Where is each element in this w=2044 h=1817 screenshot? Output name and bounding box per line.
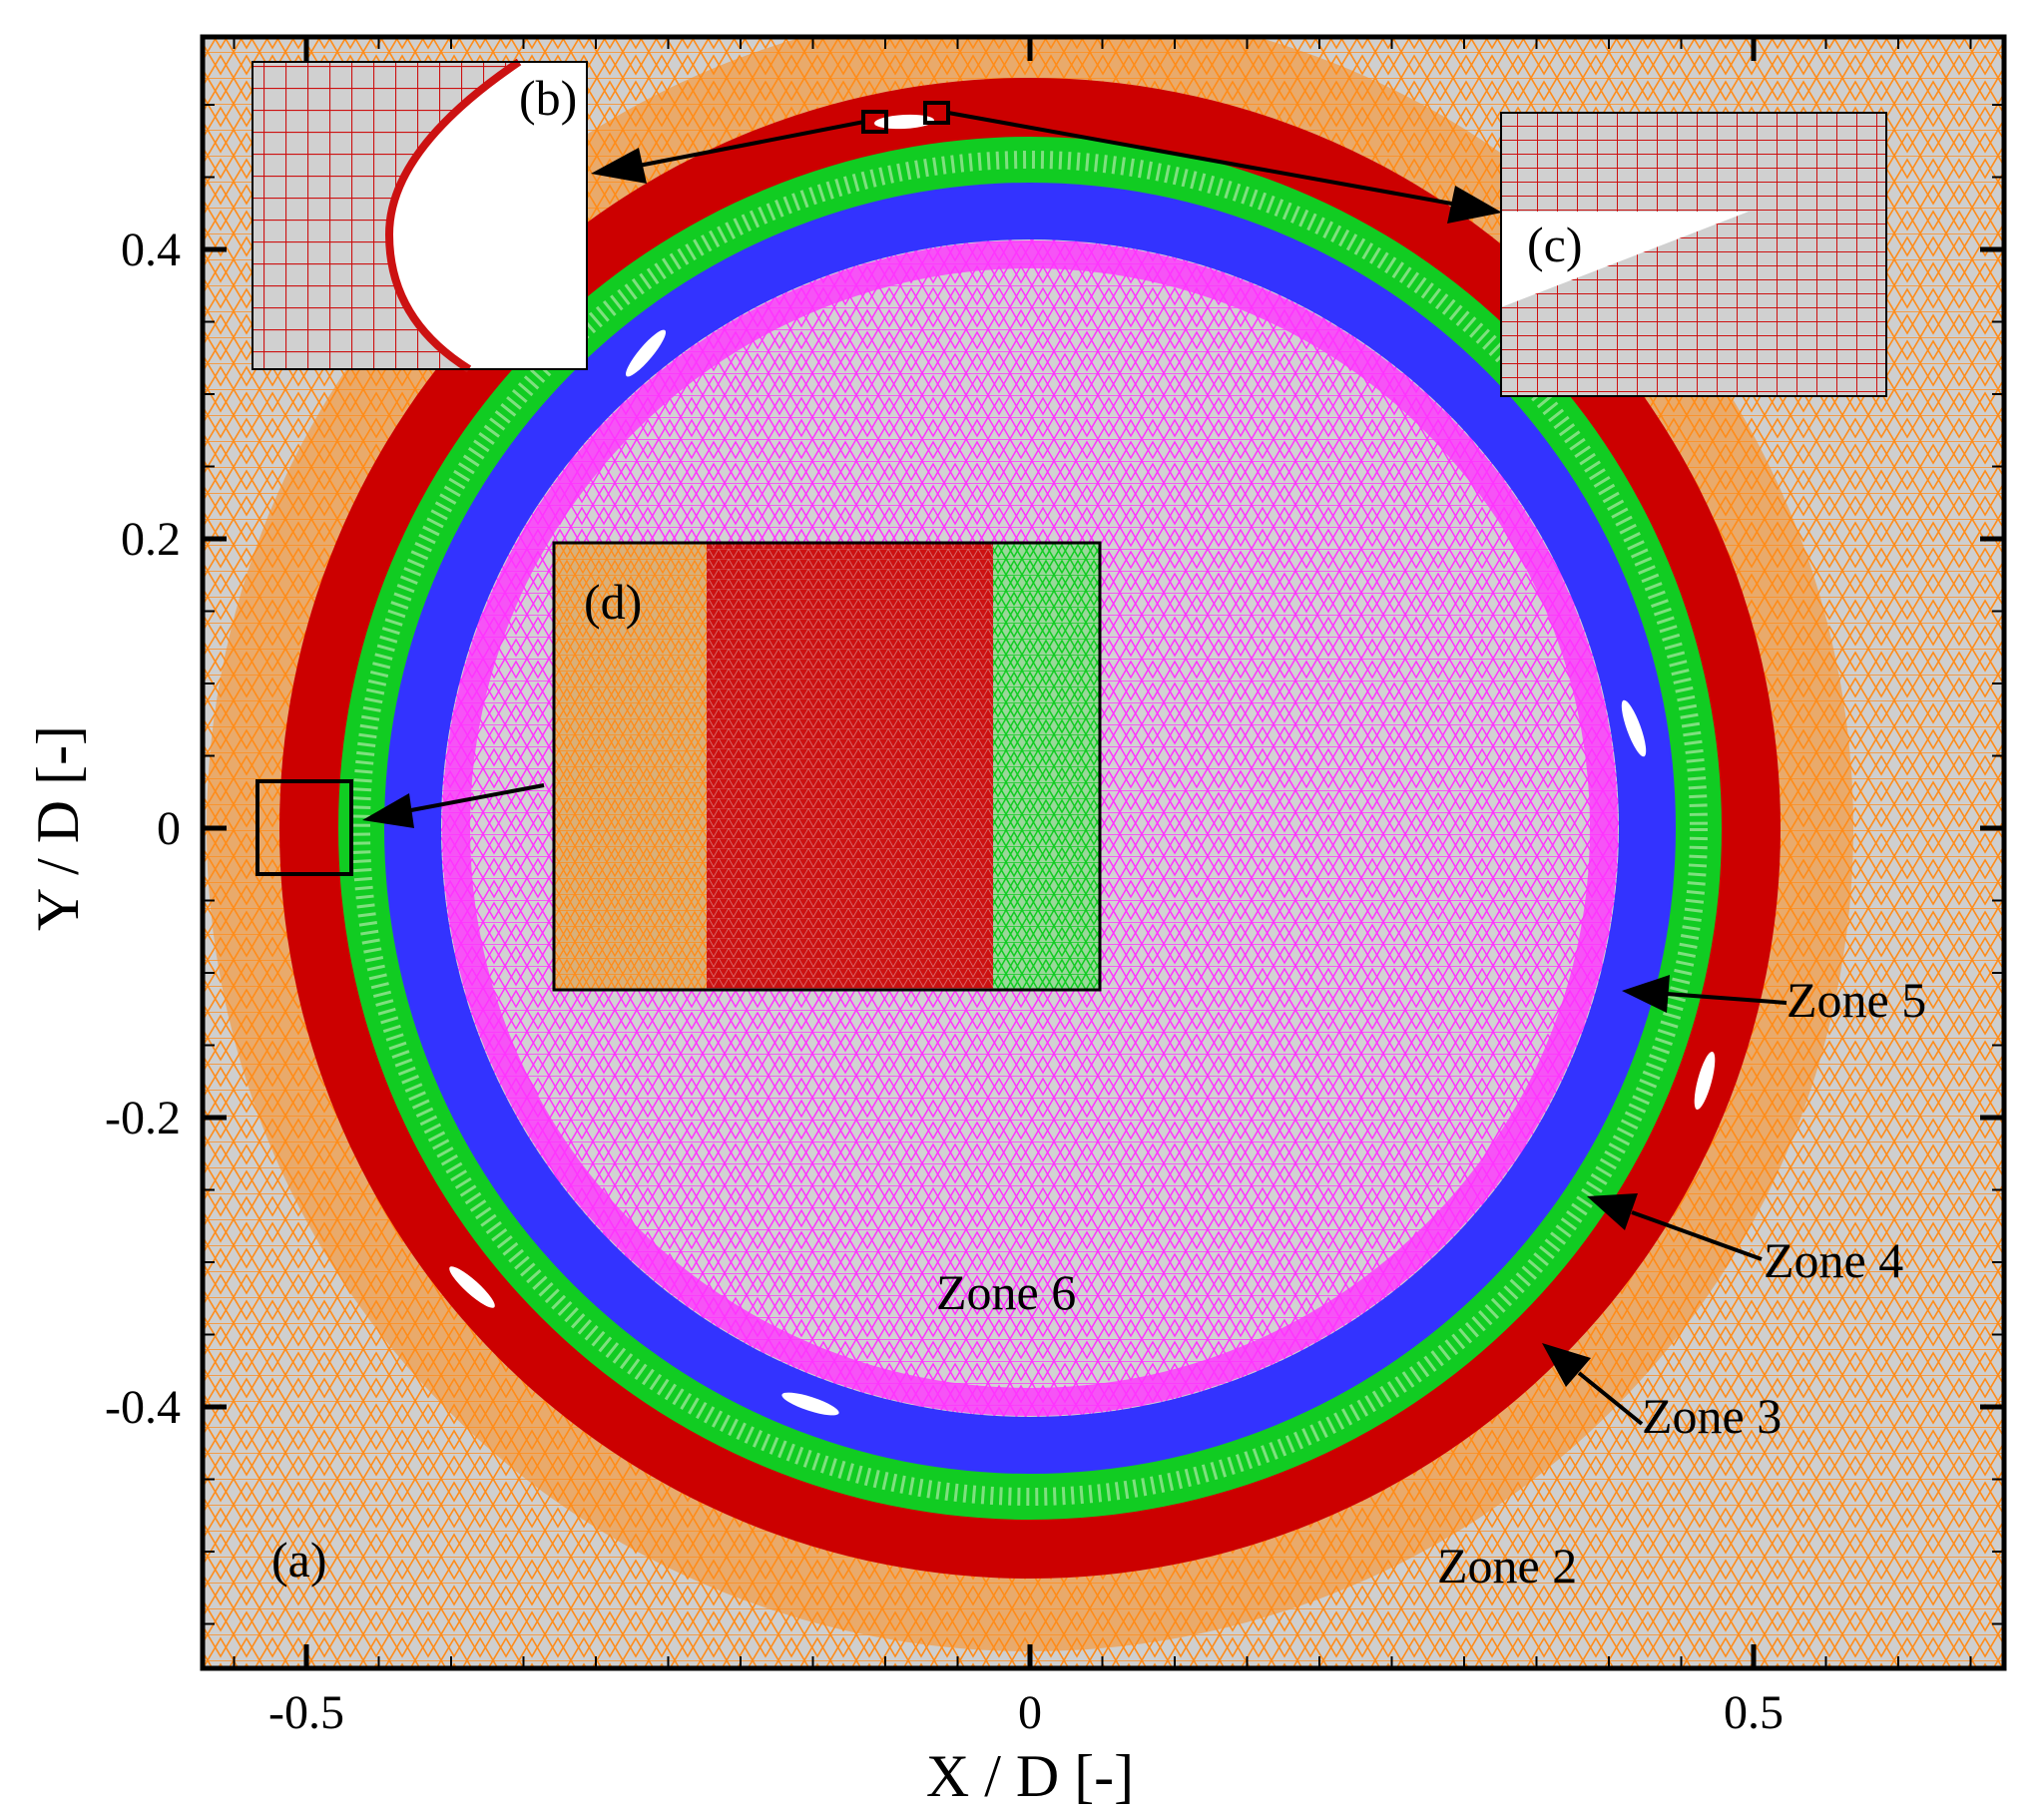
blade-upper-left [625, 329, 667, 377]
annotation-arrows [362, 111, 1788, 1426]
inset-b [252, 58, 588, 373]
panel-label-c: (c) [1527, 217, 1583, 272]
zone6-label: Zone 6 [936, 1264, 1076, 1320]
axis-ticks: -0.5 0 0.5 0.4 0.2 0 -0.2 -0.4 [105, 37, 2004, 1739]
y-tick-label: 0.4 [121, 224, 181, 276]
y-tick-label: -0.4 [105, 1381, 181, 1434]
inset-d [552, 541, 1102, 992]
blade-bottom [781, 1392, 839, 1416]
blade-lower-left [449, 1266, 495, 1308]
x-tick-label: 0.5 [1724, 1686, 1784, 1739]
zone4-label: Zone 4 [1764, 1232, 1903, 1288]
x-tick-label: 0 [1018, 1686, 1042, 1739]
y-tick-label: -0.2 [105, 1092, 181, 1144]
x-axis-title: X / D [-] [926, 1743, 1134, 1809]
zone4-inner-mesh [352, 151, 1708, 1506]
y-tick-label: 0.2 [121, 513, 181, 566]
blade-top [874, 114, 934, 130]
y-tick-label: 0 [157, 802, 181, 855]
panel-label-a: (a) [271, 1532, 327, 1588]
inset-c [1500, 112, 1887, 397]
zone3-label: Zone 3 [1642, 1388, 1782, 1444]
panel-label-d: (d) [584, 574, 642, 630]
x-tick-label: -0.5 [268, 1686, 344, 1739]
panel-label-b: (b) [519, 70, 577, 126]
inset-d-marker [256, 779, 353, 876]
zone2-label: Zone 2 [1437, 1538, 1577, 1593]
blade-lower-right [1694, 1051, 1716, 1111]
y-axis-title: Y / D [-] [25, 725, 91, 931]
zone6-edge [442, 240, 1618, 1416]
zone5-label: Zone 5 [1787, 972, 1926, 1028]
blade-right [1621, 699, 1647, 757]
